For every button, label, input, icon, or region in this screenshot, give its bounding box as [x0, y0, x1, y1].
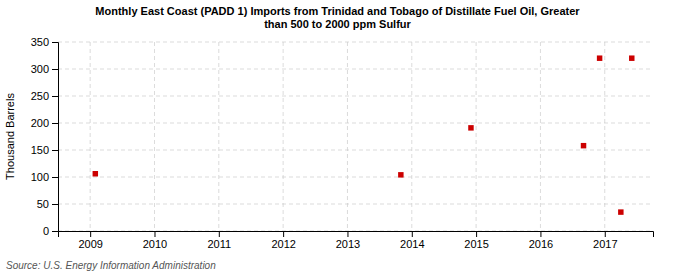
x-axis-tick-label: 2014 [400, 238, 424, 250]
x-axis-tick: 2015 [464, 231, 488, 250]
y-axis-tick: 100 [31, 171, 58, 183]
x-axis: 2009 2010 2011 2012 2013 2014 2015 2016 2017 [59, 231, 654, 250]
title: Monthly East Coast (PADD 1) Imports from… [95, 5, 580, 30]
point [581, 143, 586, 148]
chart: 2009 2010 2011 2012 2013 2014 2015 2016 2017 0 50 1… [0, 0, 675, 275]
y-axis-tick: 150 [31, 144, 58, 156]
points [93, 55, 635, 214]
grid-line-y [58, 96, 653, 97]
y-axis-tick-mark [52, 96, 58, 97]
x-axis-tick-mark [412, 231, 413, 237]
x-axis-tick: 2010 [143, 231, 167, 250]
y-axis-tick: 300 [31, 63, 58, 75]
x-axis-tick: 2016 [529, 231, 553, 250]
x-axis-tick-mark [476, 231, 477, 237]
y-axis-tick: 50 [37, 198, 58, 210]
point [93, 171, 98, 176]
x-axis-tick-label: 2015 [464, 238, 488, 250]
x-axis-tick-label: 2017 [593, 238, 617, 250]
grid-line-y [58, 123, 653, 124]
title-line: Monthly East Coast (PADD 1) Imports from… [95, 5, 580, 17]
grid-line-y [58, 177, 653, 178]
x-axis-tick-mark [219, 231, 220, 237]
grid-line-x [476, 42, 477, 231]
x-axis-tick-label: 2012 [271, 238, 295, 250]
grid-line-x [540, 42, 541, 231]
x-axis-tick-label: 2010 [143, 238, 167, 250]
point [398, 172, 403, 177]
title-line: than 500 to 2000 ppm Sulfur [264, 18, 411, 30]
point [629, 55, 634, 60]
y-axis-tick-label: 150 [31, 144, 49, 156]
x-axis-tick-label: 2009 [78, 238, 102, 250]
grid-line-x [411, 42, 412, 231]
x-axis-tick-mark [347, 231, 348, 237]
y-axis-tick-label: 350 [31, 36, 49, 48]
grid-line-x [218, 42, 219, 231]
y-axis: 0 50 100 150 200 250 300 350 [31, 36, 59, 237]
x-axis-tick: 2011 [207, 231, 231, 250]
y-axis-tick-label: 200 [31, 117, 49, 129]
point [618, 209, 623, 214]
x-axis-tick-label: 2011 [207, 238, 231, 250]
grid-line-y [58, 150, 653, 151]
y-axis-tick: 200 [31, 117, 58, 129]
x-axis-tick-mark [283, 231, 284, 237]
x-axis-tick-mark [540, 231, 541, 237]
point [597, 55, 602, 60]
y-axis-tick-mark [52, 150, 58, 151]
grid-line-x [347, 42, 348, 231]
y-axis-tick-mark [52, 204, 58, 205]
x-axis-tick: 2009 [78, 231, 102, 250]
grid-line-x [604, 42, 605, 231]
y-axis-line [52, 43, 59, 232]
y-axis-tick-label: 250 [31, 90, 49, 102]
grid-line-y [58, 69, 653, 70]
grid-line-y [58, 204, 653, 205]
plot: 2009 2010 2011 2012 2013 2014 2015 2016 2017 0 50 1… [31, 36, 654, 250]
source-annotation: Source: U.S. Energy Information Administ… [6, 260, 216, 271]
x-axis-tick-mark [154, 231, 155, 237]
y-axis-title: Thousand Barrels [4, 93, 16, 180]
y-axis-tick: 250 [31, 90, 58, 102]
y-axis-tick-label: 0 [43, 225, 49, 237]
grid [58, 42, 653, 231]
grid-line-y [58, 42, 653, 43]
grid-line-x [154, 42, 155, 231]
y-axis-tick-label: 50 [37, 198, 49, 210]
x-axis-tick: 2013 [336, 231, 360, 250]
y-axis-tick-mark [52, 69, 58, 70]
y-axis-tick: 350 [31, 36, 58, 48]
y-axis-tick: 0 [43, 225, 58, 237]
x-axis-tick-mark [605, 231, 606, 237]
grid-line-x [90, 42, 91, 231]
point [468, 125, 473, 130]
x-axis-tick: 2017 [593, 231, 617, 250]
y-axis-tick-mark [52, 231, 58, 232]
x-axis-tick-label: 2013 [336, 238, 360, 250]
y-axis-tick-label: 100 [31, 171, 49, 183]
y-axis-tick-mark [52, 123, 58, 124]
y-axis-tick-mark [52, 177, 58, 178]
x-axis-tick: 2014 [400, 231, 424, 250]
x-axis-tick-label: 2016 [529, 238, 553, 250]
grid-line-x [283, 42, 284, 231]
x-axis-tick: 2012 [271, 231, 295, 250]
x-axis-line [59, 232, 654, 238]
y-axis-tick-label: 300 [31, 63, 49, 75]
y-axis-tick-mark [52, 42, 58, 43]
x-axis-tick-mark [90, 231, 91, 237]
